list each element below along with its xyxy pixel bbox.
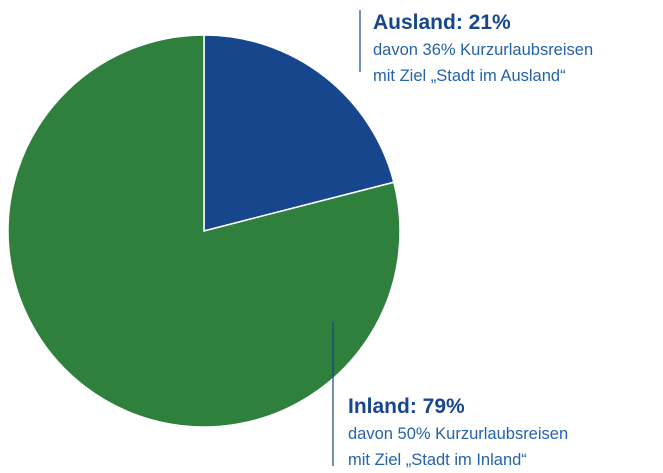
slice-note: davon 50% Kurzurlaubsreisen — [348, 425, 568, 443]
slice-label: Ausland: 21% — [373, 11, 511, 34]
pie-slice — [203, 34, 395, 232]
slice-label: Inland: 79% — [348, 395, 465, 418]
slice-note: davon 36% Kurzurlaubsreisen — [373, 41, 593, 59]
pie-slice — [7, 34, 401, 428]
slice-note: mit Ziel „Stadt im Ausland“ — [373, 67, 566, 85]
slice-note: mit Ziel „Stadt im Inland“ — [348, 451, 527, 469]
